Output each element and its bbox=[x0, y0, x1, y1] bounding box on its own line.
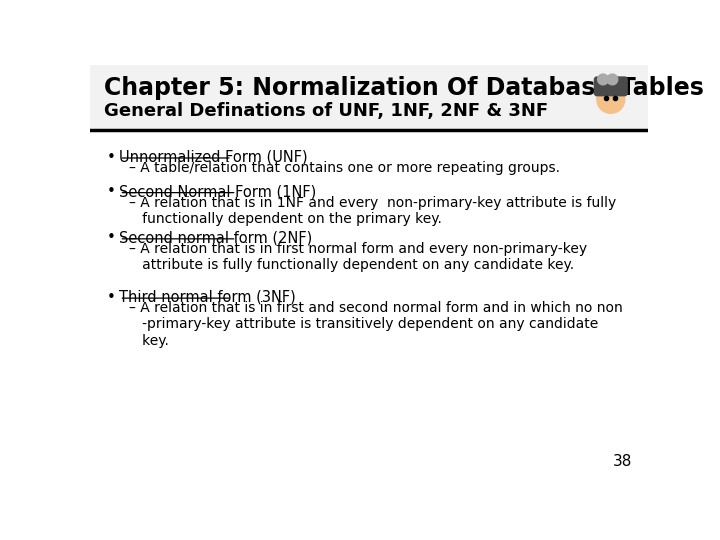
Circle shape bbox=[597, 85, 625, 113]
Text: •: • bbox=[107, 184, 116, 199]
Text: – A table/relation that contains one or more repeating groups.: – A table/relation that contains one or … bbox=[129, 161, 559, 175]
Text: Third normal form (3NF): Third normal form (3NF) bbox=[120, 289, 296, 305]
FancyBboxPatch shape bbox=[594, 76, 628, 96]
Text: – A relation that is in first normal form and every non-primary-key
   attribute: – A relation that is in first normal for… bbox=[129, 242, 587, 272]
Circle shape bbox=[607, 74, 618, 85]
Text: Chapter 5: Normalization Of Database Tables: Chapter 5: Normalization Of Database Tab… bbox=[104, 76, 704, 100]
Text: Second normal form (2NF): Second normal form (2NF) bbox=[120, 231, 312, 245]
Text: •: • bbox=[107, 150, 116, 165]
Text: •: • bbox=[107, 289, 116, 305]
Text: •: • bbox=[107, 231, 116, 245]
Text: General Definations of UNF, 1NF, 2NF & 3NF: General Definations of UNF, 1NF, 2NF & 3… bbox=[104, 102, 548, 120]
Text: Unnormalized Form (UNF): Unnormalized Form (UNF) bbox=[120, 150, 308, 165]
Text: – A relation that is in 1NF and every  non-primary-key attribute is fully
   fun: – A relation that is in 1NF and every no… bbox=[129, 195, 616, 226]
Text: – A relation that is in first and second normal form and in which no non
   -pri: – A relation that is in first and second… bbox=[129, 301, 623, 348]
Text: Second Normal Form (1NF): Second Normal Form (1NF) bbox=[120, 184, 317, 199]
Text: 38: 38 bbox=[613, 454, 632, 469]
Circle shape bbox=[598, 74, 608, 85]
FancyBboxPatch shape bbox=[90, 65, 648, 130]
